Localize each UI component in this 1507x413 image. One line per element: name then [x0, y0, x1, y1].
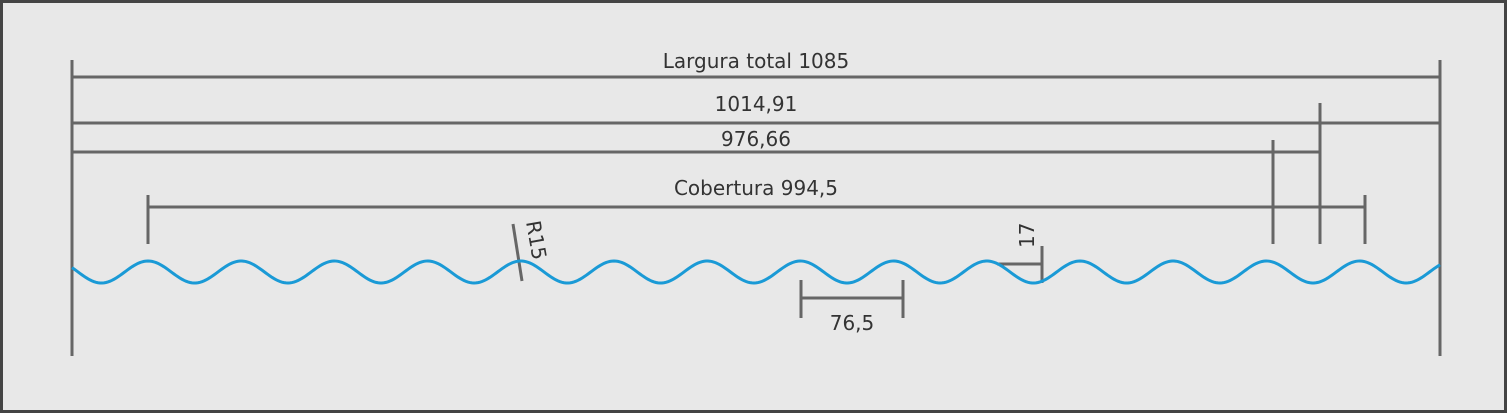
width-2-label: 976,66 — [721, 127, 791, 151]
width-1-label: 1014,91 — [715, 92, 798, 116]
dimension-lines — [70, 60, 1442, 356]
pitch-label: 76,5 — [830, 311, 875, 335]
coverage-label: Cobertura 994,5 — [674, 176, 838, 200]
height-label: 17 — [1015, 223, 1039, 248]
profile-wave — [71, 259, 1441, 285]
radius-leader — [511, 223, 524, 282]
total-width-label: Largura total 1085 — [663, 49, 849, 73]
